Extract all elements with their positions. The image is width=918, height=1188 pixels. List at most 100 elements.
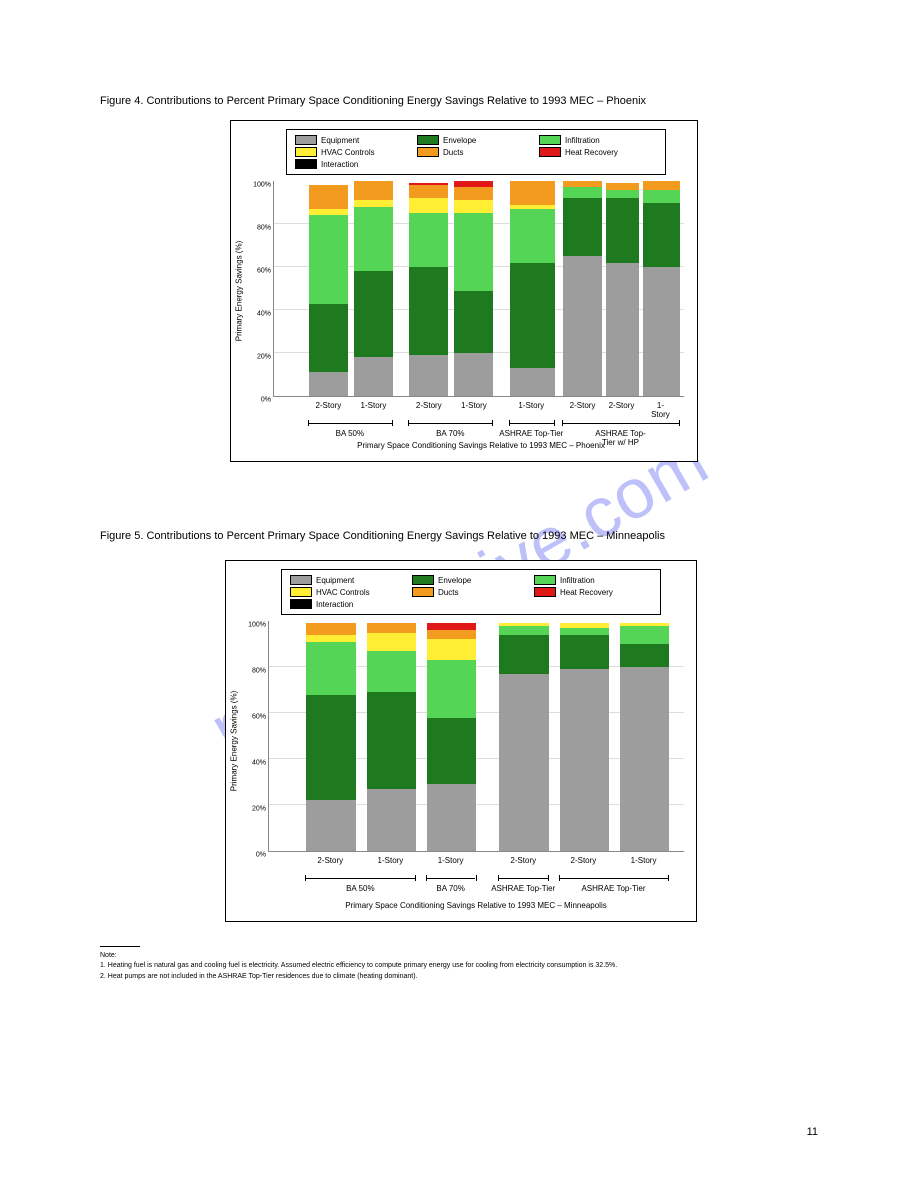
ytick: 80% xyxy=(252,668,269,675)
legend-item: Interaction xyxy=(290,599,408,609)
bar-segment xyxy=(427,660,477,718)
chart2-legend: EquipmentEnvelopeInfiltrationHVAC Contro… xyxy=(281,569,661,615)
bar-segment xyxy=(454,213,493,290)
ytick: 100% xyxy=(248,622,269,629)
figure4-title: Figure 4. Contributions to Percent Prima… xyxy=(100,95,820,107)
bar xyxy=(427,623,477,851)
xlabel: 1-Story xyxy=(438,856,464,865)
bar-segment xyxy=(643,203,680,268)
xlabel: 2-Story xyxy=(416,401,442,410)
legend-swatch xyxy=(412,575,434,585)
bar-segment xyxy=(454,187,493,200)
legend-swatch xyxy=(295,135,317,145)
bar-segment xyxy=(309,304,348,373)
legend-item: Equipment xyxy=(295,135,413,145)
legend-swatch xyxy=(295,159,317,169)
xlabel: 2-Story xyxy=(570,401,596,410)
bar-segment xyxy=(354,207,393,272)
bar-segment xyxy=(606,190,639,199)
ytick: 40% xyxy=(257,311,274,318)
chart2-ylabel: Primary Energy Savings (%) xyxy=(230,691,239,791)
ytick: 80% xyxy=(257,225,274,232)
bar-segment xyxy=(643,181,680,190)
legend-label: Ducts xyxy=(443,148,463,157)
bar xyxy=(560,623,610,851)
bar-segment xyxy=(510,263,555,368)
legend-swatch xyxy=(290,587,312,597)
bar xyxy=(367,623,417,851)
footnote-label: Note: xyxy=(100,952,820,960)
xlabel: 1-Story xyxy=(361,401,387,410)
bar-segment xyxy=(454,353,493,396)
bar-segment xyxy=(563,256,602,396)
bar-segment xyxy=(309,372,348,396)
legend-label: Heat Recovery xyxy=(565,148,618,157)
bar-segment xyxy=(427,623,477,630)
bar-segment xyxy=(354,181,393,200)
xgroup-label: BA 50% xyxy=(336,429,364,438)
legend-swatch xyxy=(417,147,439,157)
bar-segment xyxy=(409,355,448,396)
bar-segment xyxy=(499,626,549,635)
bar-segment xyxy=(510,181,555,205)
legend-item: Interaction xyxy=(295,159,413,169)
bar xyxy=(510,181,555,396)
bar-segment xyxy=(354,271,393,357)
bar-segment xyxy=(643,190,680,203)
legend-item: Equipment xyxy=(290,575,408,585)
legend-item: Infiltration xyxy=(534,575,652,585)
bar-segment xyxy=(620,644,670,667)
xlabel: 1-Story xyxy=(378,856,404,865)
legend-item: Envelope xyxy=(412,575,530,585)
legend-item: Heat Recovery xyxy=(539,147,657,157)
bar xyxy=(306,623,356,851)
chart1-caption: Primary Space Conditioning Savings Relat… xyxy=(301,441,661,450)
bar-segment xyxy=(427,630,477,639)
legend-label: Ducts xyxy=(438,588,458,597)
bar-segment xyxy=(560,628,610,635)
footnotes: Note: 1. Heating fuel is natural gas and… xyxy=(100,952,820,981)
bar-segment xyxy=(454,291,493,353)
bar-segment xyxy=(409,267,448,355)
legend-swatch xyxy=(539,147,561,157)
legend-item: Ducts xyxy=(412,587,530,597)
bar xyxy=(409,183,448,396)
bar-segment xyxy=(620,626,670,644)
chart1-plot: 0%20%40%60%80%100% xyxy=(273,181,684,397)
bar xyxy=(563,181,602,396)
chart1-frame: EquipmentEnvelopeInfiltrationHVAC Contro… xyxy=(230,120,698,462)
legend-item: HVAC Controls xyxy=(295,147,413,157)
legend-label: Equipment xyxy=(316,576,354,585)
footnote-line2: 2. Heat pumps are not included in the AS… xyxy=(100,973,820,981)
chart2-caption: Primary Space Conditioning Savings Relat… xyxy=(286,901,666,910)
bar xyxy=(499,623,549,851)
page: manualshive.com Figure 4. Contributions … xyxy=(0,0,918,1188)
chart1-legend: EquipmentEnvelopeInfiltrationHVAC Contro… xyxy=(286,129,666,175)
xlabel: 2-Story xyxy=(315,401,341,410)
legend-swatch xyxy=(417,135,439,145)
bar xyxy=(606,183,639,396)
ytick: 100% xyxy=(253,182,274,189)
legend-item: Ducts xyxy=(417,147,535,157)
bar xyxy=(643,181,680,396)
bar xyxy=(454,181,493,396)
bar-segment xyxy=(510,209,555,263)
legend-swatch xyxy=(539,135,561,145)
bar-segment xyxy=(367,692,417,789)
xgroup-label: ASHRAE Top-Tier xyxy=(499,429,563,438)
ytick: 60% xyxy=(257,268,274,275)
bar-segment xyxy=(409,213,448,267)
legend-swatch xyxy=(534,575,556,585)
bar-segment xyxy=(409,198,448,213)
legend-item: Envelope xyxy=(417,135,535,145)
xlabel: 1-Story xyxy=(649,401,672,419)
bar-segment xyxy=(643,267,680,396)
legend-label: Heat Recovery xyxy=(560,588,613,597)
xgroup-label: ASHRAE Top-Tier xyxy=(491,884,555,893)
xlabel: 1-Story xyxy=(518,401,544,410)
bar-segment xyxy=(427,784,477,851)
bar-segment xyxy=(499,635,549,674)
xlabel: 2-Story xyxy=(609,401,635,410)
footnote-line1: 1. Heating fuel is natural gas and cooli… xyxy=(100,962,820,970)
legend-swatch xyxy=(534,587,556,597)
